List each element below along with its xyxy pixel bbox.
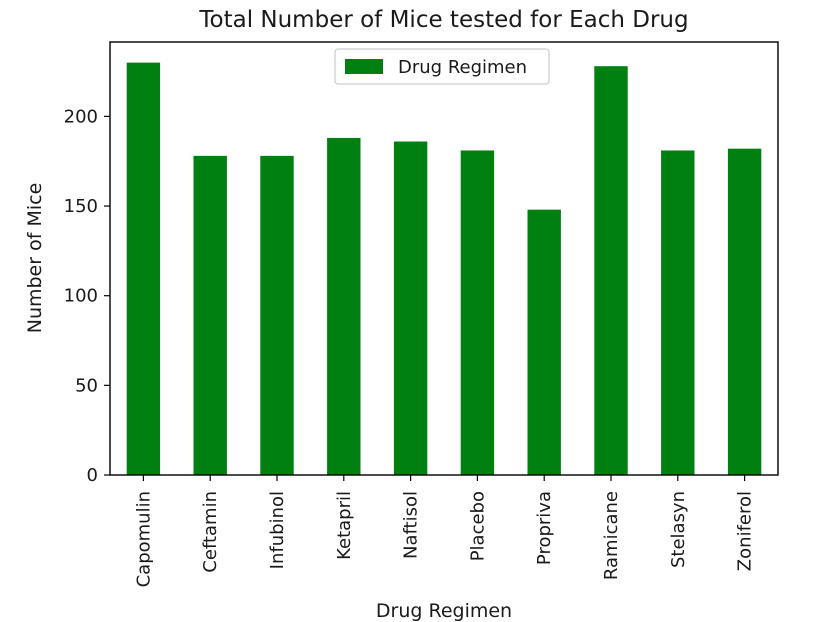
x-axis-label: Drug Regimen (376, 600, 512, 622)
bar-propriva (527, 209, 561, 475)
plot-frame (109, 41, 779, 476)
legend-swatch (345, 59, 383, 74)
legend-label: Drug Regimen (398, 57, 527, 78)
bar-ketapril (327, 137, 361, 475)
bar-capomulin (126, 62, 161, 475)
x-tick-label: Placebo (467, 491, 488, 561)
x-tick-label: Naftisol (401, 491, 422, 559)
y-tick-label: 50 (75, 375, 98, 396)
x-tick-label: Capomulin (133, 491, 154, 587)
bar-ceftamin (193, 155, 227, 475)
y-tick-label: 0 (87, 465, 98, 486)
legend: Drug Regimen (334, 48, 550, 85)
x-tick-label: Zoniferol (735, 491, 756, 571)
chart-title: Total Number of Mice tested for Each Dru… (198, 7, 688, 33)
x-tick-label: Propriva (534, 491, 555, 565)
bar-infubinol (260, 155, 294, 475)
bar-stelasyn (661, 150, 695, 475)
y-tick-label: 150 (64, 196, 98, 217)
y-tick-label: 200 (64, 106, 98, 127)
x-tick-label: Ketapril (334, 491, 355, 560)
bar-ramicane (594, 66, 628, 476)
bar-placebo (460, 150, 495, 475)
y-axis-label: Number of Mice (24, 183, 46, 334)
y-tick-label: 100 (64, 286, 98, 307)
x-tick-label: Stelasyn (668, 491, 689, 568)
x-tick-label: Ceftamin (200, 491, 221, 573)
bar-zoniferol (727, 148, 762, 475)
x-tick-label: Ramicane (601, 491, 622, 580)
bar-naftisol (393, 141, 428, 475)
bars-layer (126, 62, 762, 476)
x-axis-ticks: Capomulin Ceftamin Infubinol Ketapril Naftis… (133, 475, 756, 587)
legend-box (334, 48, 550, 85)
x-tick-label: Infubinol (267, 491, 288, 569)
y-axis-ticks: 0 50 100 150 200 (64, 106, 110, 486)
